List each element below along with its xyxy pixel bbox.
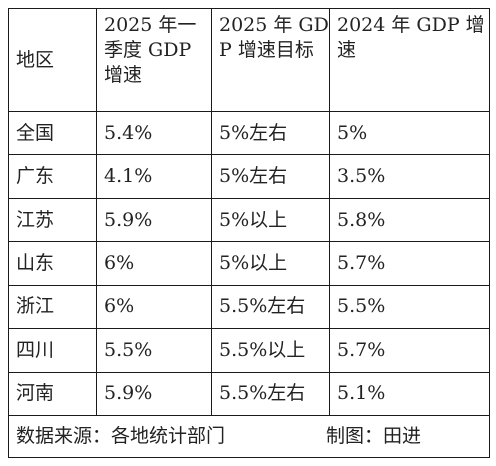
table-footer-row: 数据来源：各地统计部门 制图：田进 [8, 415, 490, 458]
table-row: 河南 5.9% 5.5%左右 5.1% [8, 371, 490, 417]
cell-q1-2025-growth: 5.4% [96, 110, 212, 156]
cell-2025-target: 5%以上 [211, 197, 330, 243]
cell-2024-growth: 5.1% [329, 371, 490, 417]
cell-2024-growth: 5% [329, 110, 490, 156]
cell-2025-target: 5%以上 [211, 241, 330, 286]
table-row: 四川 5.5% 5.5%以上 5.7% [8, 328, 490, 373]
cell-2024-growth: 5.7% [329, 328, 490, 373]
cell-q1-2025-growth: 6% [96, 284, 212, 330]
header-2024-growth: 2024 年 GDP 增速 [329, 8, 490, 112]
chart-credit-note: 制图：田进 [326, 425, 422, 447]
cell-2024-growth: 5.7% [329, 241, 490, 286]
cell-q1-2025-growth: 5.9% [96, 371, 212, 417]
gdp-growth-table: 地区 2025 年一季度 GDP 增速 2025 年 GDP 增速目标 2024… [8, 8, 490, 458]
cell-q1-2025-growth: 5.9% [96, 197, 212, 243]
cell-2024-growth: 5.5% [329, 284, 490, 330]
table-row: 浙江 6% 5.5%左右 5.5% [8, 284, 490, 330]
cell-region: 浙江 [8, 284, 97, 330]
cell-region: 河南 [8, 371, 97, 417]
table-row: 广东 4.1% 5%左右 3.5% [8, 154, 490, 199]
cell-2025-target: 5%左右 [211, 110, 330, 156]
cell-2025-target: 5.5%左右 [211, 371, 330, 417]
table-row: 江苏 5.9% 5%以上 5.8% [8, 197, 490, 243]
cell-q1-2025-growth: 4.1% [96, 154, 212, 199]
cell-region: 全国 [8, 110, 97, 156]
cell-q1-2025-growth: 5.5% [96, 328, 212, 373]
table-header-row: 地区 2025 年一季度 GDP 增速 2025 年 GDP 增速目标 2024… [8, 8, 490, 112]
table-footer: 数据来源：各地统计部门 制图：田进 [8, 415, 490, 458]
cell-q1-2025-growth: 6% [96, 241, 212, 286]
cell-2025-target: 5%左右 [211, 154, 330, 199]
header-2025-target: 2025 年 GDP 增速目标 [211, 8, 330, 112]
gdp-table-figure: 地区 2025 年一季度 GDP 增速 2025 年 GDP 增速目标 2024… [8, 8, 490, 459]
header-q1-2025-growth: 2025 年一季度 GDP 增速 [96, 8, 212, 112]
cell-2024-growth: 3.5% [329, 154, 490, 199]
cell-region: 广东 [8, 154, 97, 199]
data-source-note: 数据来源：各地统计部门 [16, 425, 226, 447]
header-region: 地区 [8, 8, 97, 112]
table-row: 山东 6% 5%以上 5.7% [8, 241, 490, 286]
cell-region: 江苏 [8, 197, 97, 243]
cell-region: 四川 [8, 328, 97, 373]
cell-region: 山东 [8, 241, 97, 286]
cell-2024-growth: 5.8% [329, 197, 490, 243]
table-row: 全国 5.4% 5%左右 5% [8, 110, 490, 156]
cell-2025-target: 5.5%以上 [211, 328, 330, 373]
cell-2025-target: 5.5%左右 [211, 284, 330, 330]
